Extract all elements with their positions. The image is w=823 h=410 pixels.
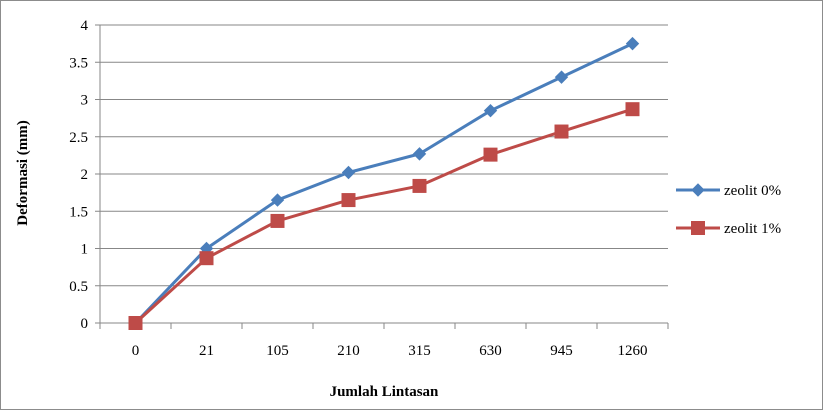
y-tick-label: 1.5 [69,204,88,220]
series-1-point [483,103,498,118]
x-axis-title: Jumlah Lintasan [330,384,439,400]
y-tick-label: 2 [81,167,89,183]
y-tick-label: 1 [81,242,89,258]
series-2-point [554,124,569,139]
series-2-point [483,147,498,162]
series-1-point [270,193,285,207]
legend-marker [691,221,705,235]
y-tick-labels: 0 0.5 1 1.5 2 2.5 3 3.5 4 [69,18,88,332]
series-1-point [625,36,640,51]
x-tick-label: 630 [479,343,502,359]
series-2-point [412,178,427,193]
x-tick-label: 105 [266,343,289,359]
legend-label: zeolit 1% [724,221,781,237]
y-tick-label: 4 [81,18,89,34]
y-tick-label: 3.5 [69,55,88,71]
series-2-point [270,213,285,228]
x-tick-label: 0 [132,343,140,359]
legend-label: zeolit 0% [724,183,781,199]
x-tick-label: 21 [199,343,214,359]
legend: zeolit 0% zeolit 1% [676,183,781,237]
y-tick-label: 3 [81,93,89,109]
y-tick-label: 0.5 [69,279,88,295]
series-line-2 [134,107,634,325]
gridlines [100,24,668,287]
series-1-point [554,70,569,84]
x-tick-label: 210 [337,343,360,359]
y-axis-title: Deformasi (mm) [15,120,31,225]
series-1-point [341,165,356,180]
series-2-point [199,251,214,266]
series-2-point [128,316,143,330]
y-tick-label: 2.5 [69,130,88,146]
series-2-point [625,102,640,117]
y-tick-label: 0 [81,316,89,332]
series-2-point [341,193,356,208]
x-tick-labels: 0 21 105 210 315 630 945 1260 [132,343,648,359]
x-tick-label: 1260 [618,343,648,359]
x-tick-label: 945 [550,343,573,359]
series [128,36,640,330]
series-1-point [412,147,427,161]
x-tick-label: 315 [408,343,431,359]
series-line-1 [134,42,634,325]
axes [95,24,669,329]
legend-marker [691,183,705,197]
